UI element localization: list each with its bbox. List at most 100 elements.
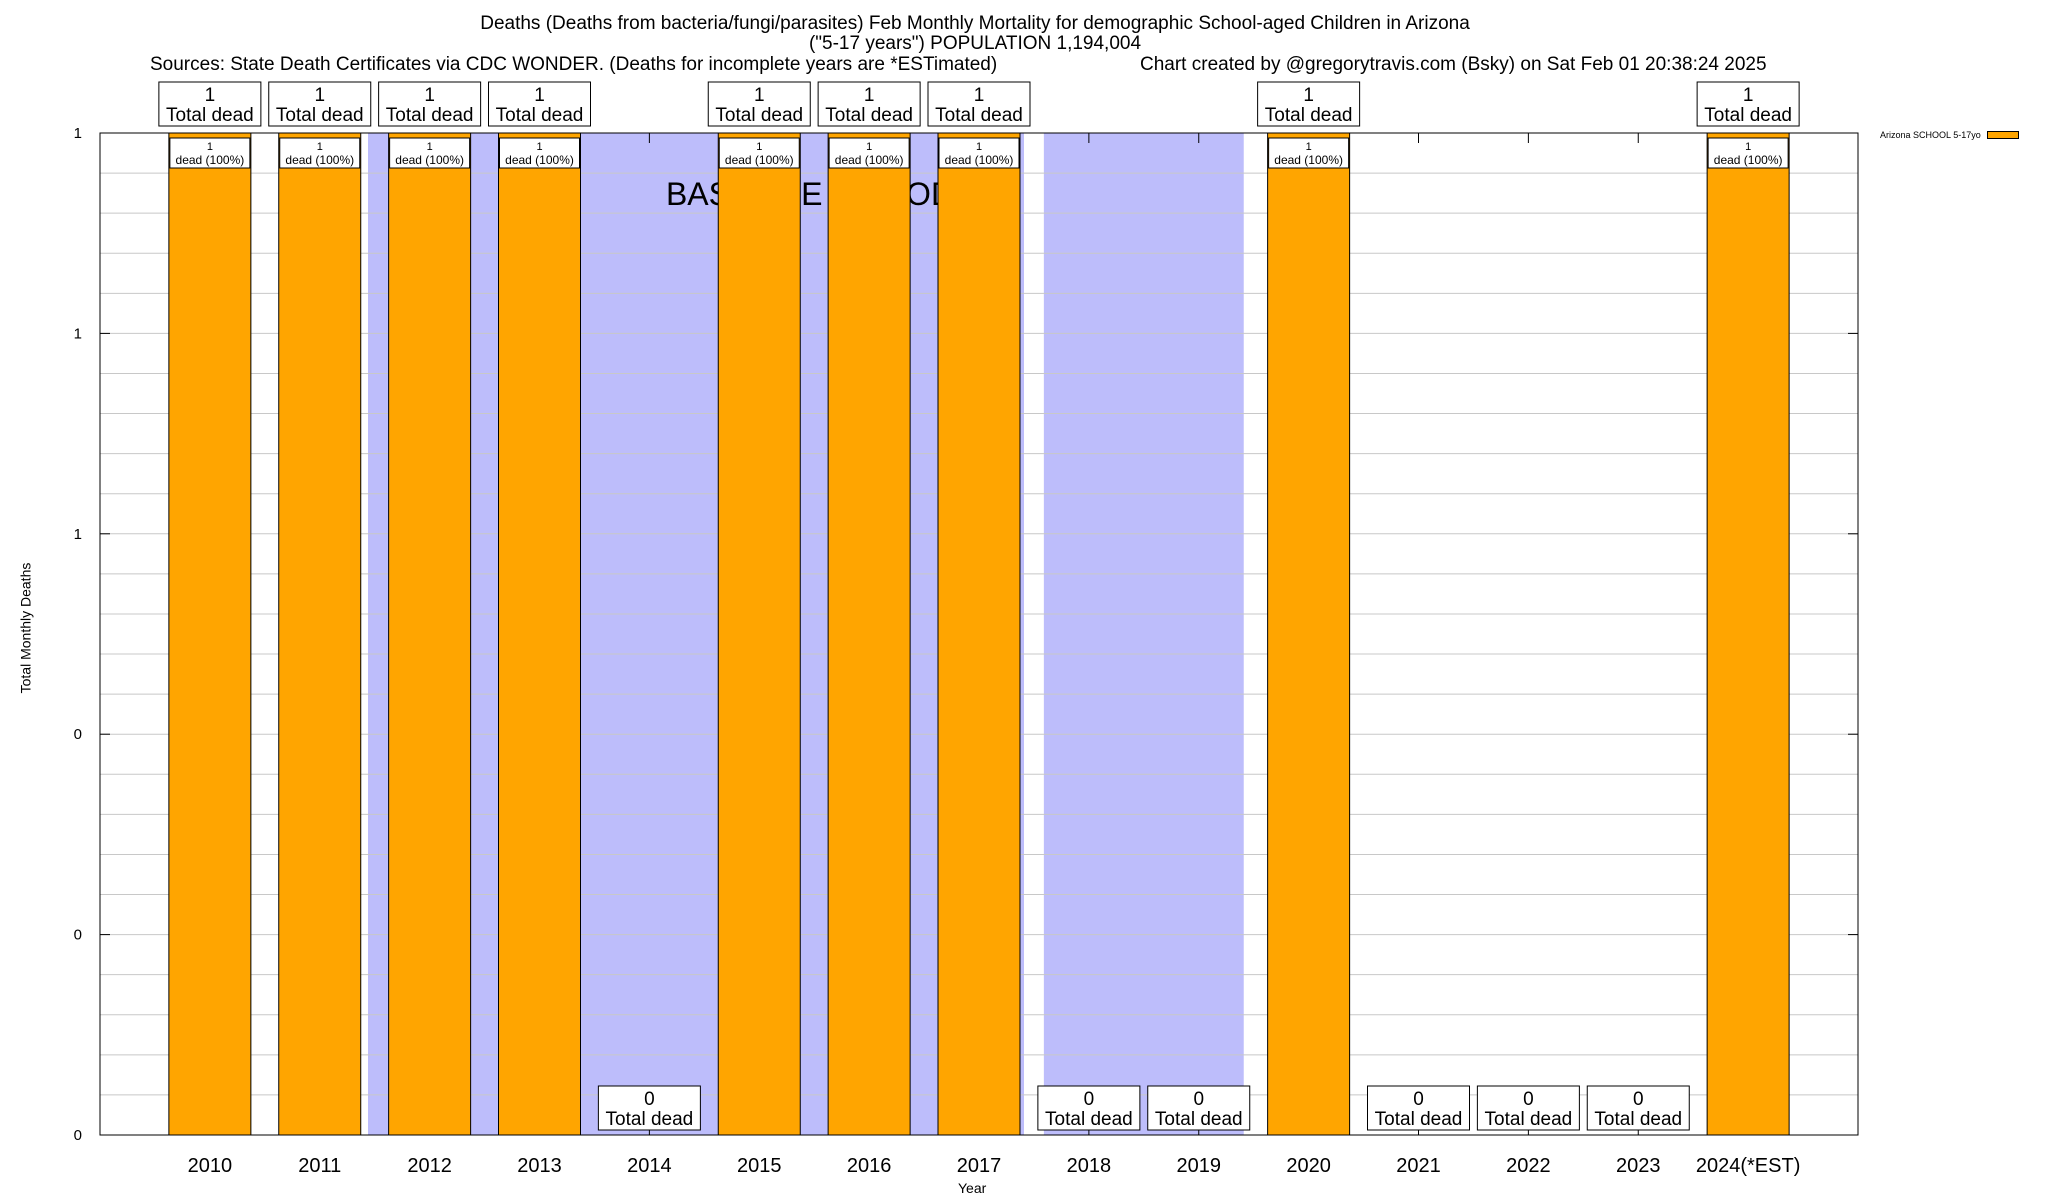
x-tick-label: 2010 [188, 1155, 233, 1177]
bar-inner-label-box [389, 137, 471, 169]
chart-sources: Sources: State Death Certificates via CD… [150, 54, 998, 75]
bar-inner-label: dead (100%) [176, 153, 245, 167]
bar-total-label: Total dead [935, 105, 1023, 126]
bar-total-box [268, 81, 372, 127]
bar-total-value: 1 [974, 85, 985, 106]
bar-total-label: Total dead [1155, 1109, 1243, 1130]
bar [717, 132, 801, 1136]
bar-total-value: 1 [754, 85, 765, 106]
bar-total-box [1037, 1085, 1141, 1131]
x-tick-label: 2019 [1177, 1155, 1222, 1177]
bar [498, 132, 581, 1136]
y-tick-label: 1 [74, 125, 82, 142]
y-axis-label: Total Monthly Deaths [17, 562, 34, 694]
bar-inner-value: 1 [1306, 141, 1312, 153]
x-tick-label: 2023 [1616, 1155, 1661, 1177]
bar-total-label: Total dead [496, 105, 584, 126]
x-tick-label: 2020 [1286, 1155, 1331, 1177]
x-tick-label: 2016 [847, 1155, 892, 1177]
chart-credit: Chart created by @gregorytravis.com (Bsk… [1140, 54, 1767, 75]
bar-inner-label: dead (100%) [395, 153, 464, 167]
y-tick-label: 1 [74, 325, 82, 342]
bar-total-value: 0 [1413, 1089, 1424, 1110]
bar-total-value: 1 [1303, 85, 1314, 106]
bar-total-value: 0 [1633, 1089, 1644, 1110]
bar-inner-label: dead (100%) [835, 153, 904, 167]
bar-total-value: 1 [864, 85, 875, 106]
y-tick-label: 0 [74, 726, 82, 743]
bar [278, 132, 362, 1136]
bar-total-box [707, 81, 811, 127]
chart-title-line-2: ("5-17 years") POPULATION 1,194,004 [808, 33, 1142, 54]
bar-total-label: Total dead [1265, 105, 1353, 126]
x-axis-label: Year [958, 1180, 987, 1196]
bar-total-value: 0 [1193, 1089, 1204, 1110]
bar-total-box [817, 81, 921, 127]
x-tick-label: 2018 [1067, 1155, 1112, 1177]
x-tick-label: 2012 [407, 1155, 452, 1177]
bar-inner-label-box [1707, 137, 1789, 169]
y-tick-label: 0 [74, 927, 82, 944]
bar-total-label: Total dead [166, 105, 254, 126]
bar-total-value: 1 [314, 85, 325, 106]
y-tick-label: 1 [74, 526, 82, 543]
bar-total-label: Total dead [1485, 1109, 1573, 1130]
bar-total-label: Total dead [1704, 105, 1792, 126]
y-tick-label: 0 [74, 1127, 82, 1144]
bar-total-value: 1 [534, 85, 545, 106]
bar-inner-label: dead (100%) [945, 153, 1014, 167]
bar-total-label: Total dead [825, 105, 913, 126]
bar-inner-label-box [1268, 137, 1350, 169]
x-tick-label: 2013 [517, 1155, 562, 1177]
bar-inner-label-box [279, 137, 361, 169]
bar-total-label: Total dead [276, 105, 364, 126]
bar-total-value: 0 [644, 1089, 655, 1110]
bar-total-value: 0 [1084, 1089, 1095, 1110]
bar-inner-value: 1 [976, 141, 982, 153]
bar [168, 132, 252, 1136]
bar-total-value: 1 [205, 85, 216, 106]
bar-total-box [378, 81, 482, 127]
bar-inner-value: 1 [317, 141, 323, 153]
bar-total-box [158, 81, 262, 127]
bar-total-value: 0 [1523, 1089, 1534, 1110]
bar-inner-value: 1 [536, 141, 542, 153]
bar-total-box [488, 81, 591, 127]
x-tick-label: 2022 [1506, 1155, 1551, 1177]
chart-title-line-1: Deaths (Deaths from bacteria/fungi/paras… [480, 13, 1470, 34]
bar-inner-label-box [169, 137, 251, 169]
bar-inner-value: 1 [866, 141, 872, 153]
bar-total-label: Total dead [715, 105, 803, 126]
legend-label: Arizona SCHOOL 5-17yo [1880, 130, 1981, 140]
bar-total-label: Total dead [1045, 1109, 1133, 1130]
x-tick-label: 2024(*EST) [1696, 1155, 1801, 1177]
bar-total-box [1367, 1085, 1470, 1131]
bar-inner-value: 1 [756, 141, 762, 153]
bar-inner-label-box [718, 137, 800, 169]
legend: Arizona SCHOOL 5-17yo [1880, 130, 2019, 140]
x-tick-label: 2015 [737, 1155, 782, 1177]
baseline-label: BASELINE PERIOD [666, 176, 954, 212]
plot-border [99, 132, 1859, 1136]
bar-total-box [1257, 81, 1361, 127]
bar-inner-value: 1 [1745, 141, 1751, 153]
bar-inner-label-box [499, 137, 580, 169]
bar [827, 132, 911, 1136]
bar [1267, 132, 1351, 1136]
bar-total-value: 1 [424, 85, 435, 106]
bar [937, 132, 1021, 1136]
bar-total-label: Total dead [386, 105, 474, 126]
bar-inner-label: dead (100%) [285, 153, 354, 167]
bar-inner-label: dead (100%) [725, 153, 794, 167]
bar-total-label: Total dead [1594, 1109, 1682, 1130]
bar-total-label: Total dead [606, 1109, 694, 1130]
x-tick-label: 2011 [298, 1155, 341, 1177]
bar-total-box [1476, 1085, 1580, 1131]
x-tick-label: 2021 [1396, 1155, 1441, 1177]
bar-inner-label-box [828, 137, 910, 169]
bar-inner-label-box [938, 137, 1020, 169]
baseline-region [368, 133, 1024, 1135]
bar-inner-value: 1 [207, 141, 213, 153]
bar-total-box [1696, 81, 1800, 127]
